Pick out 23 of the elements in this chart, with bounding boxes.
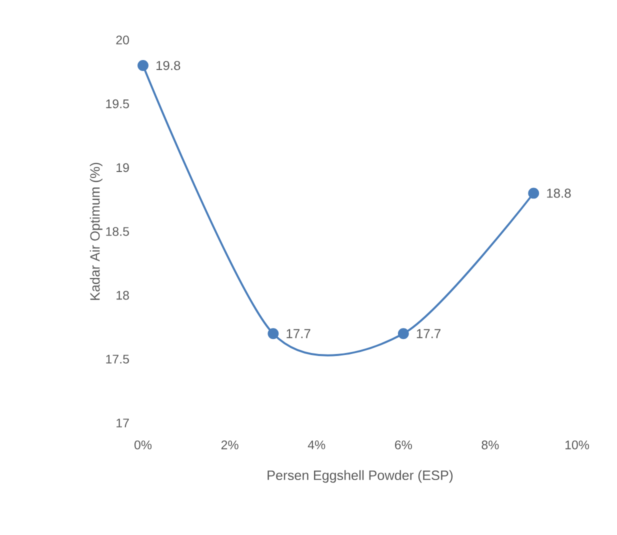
y-axis-title: Kadar Air Optimum (%): [90, 162, 102, 300]
point: [398, 328, 409, 340]
y-tick-label: 17.5: [106, 354, 129, 364]
point: [138, 60, 148, 72]
point: [268, 328, 279, 340]
x-tick-label: 10%: [565, 440, 590, 450]
y-tick-label: 17: [116, 418, 129, 428]
y-tick-label: 20: [116, 36, 129, 44]
data-label: 17.7: [416, 329, 440, 338]
y-tick-label: 18: [116, 290, 129, 300]
y-tick-label: 19: [116, 163, 129, 172]
point: [528, 188, 540, 199]
x-axis-title: Persen Eggshell Powder (ESP): [268, 470, 453, 483]
data-label: 17.7: [286, 329, 310, 338]
x-tick-label: 0%: [134, 440, 152, 450]
x-tick-label: 2%: [221, 440, 238, 450]
y-tick-label: 19.5: [106, 99, 129, 108]
x-tick-label: 6%: [395, 440, 412, 450]
x-tick-label: 4%: [308, 440, 326, 450]
data-label: 19.8: [156, 60, 180, 70]
y-tick-label: 18.5: [106, 227, 129, 236]
x-tick-label: 8%: [482, 440, 499, 450]
data-label: 18.8: [547, 188, 571, 198]
